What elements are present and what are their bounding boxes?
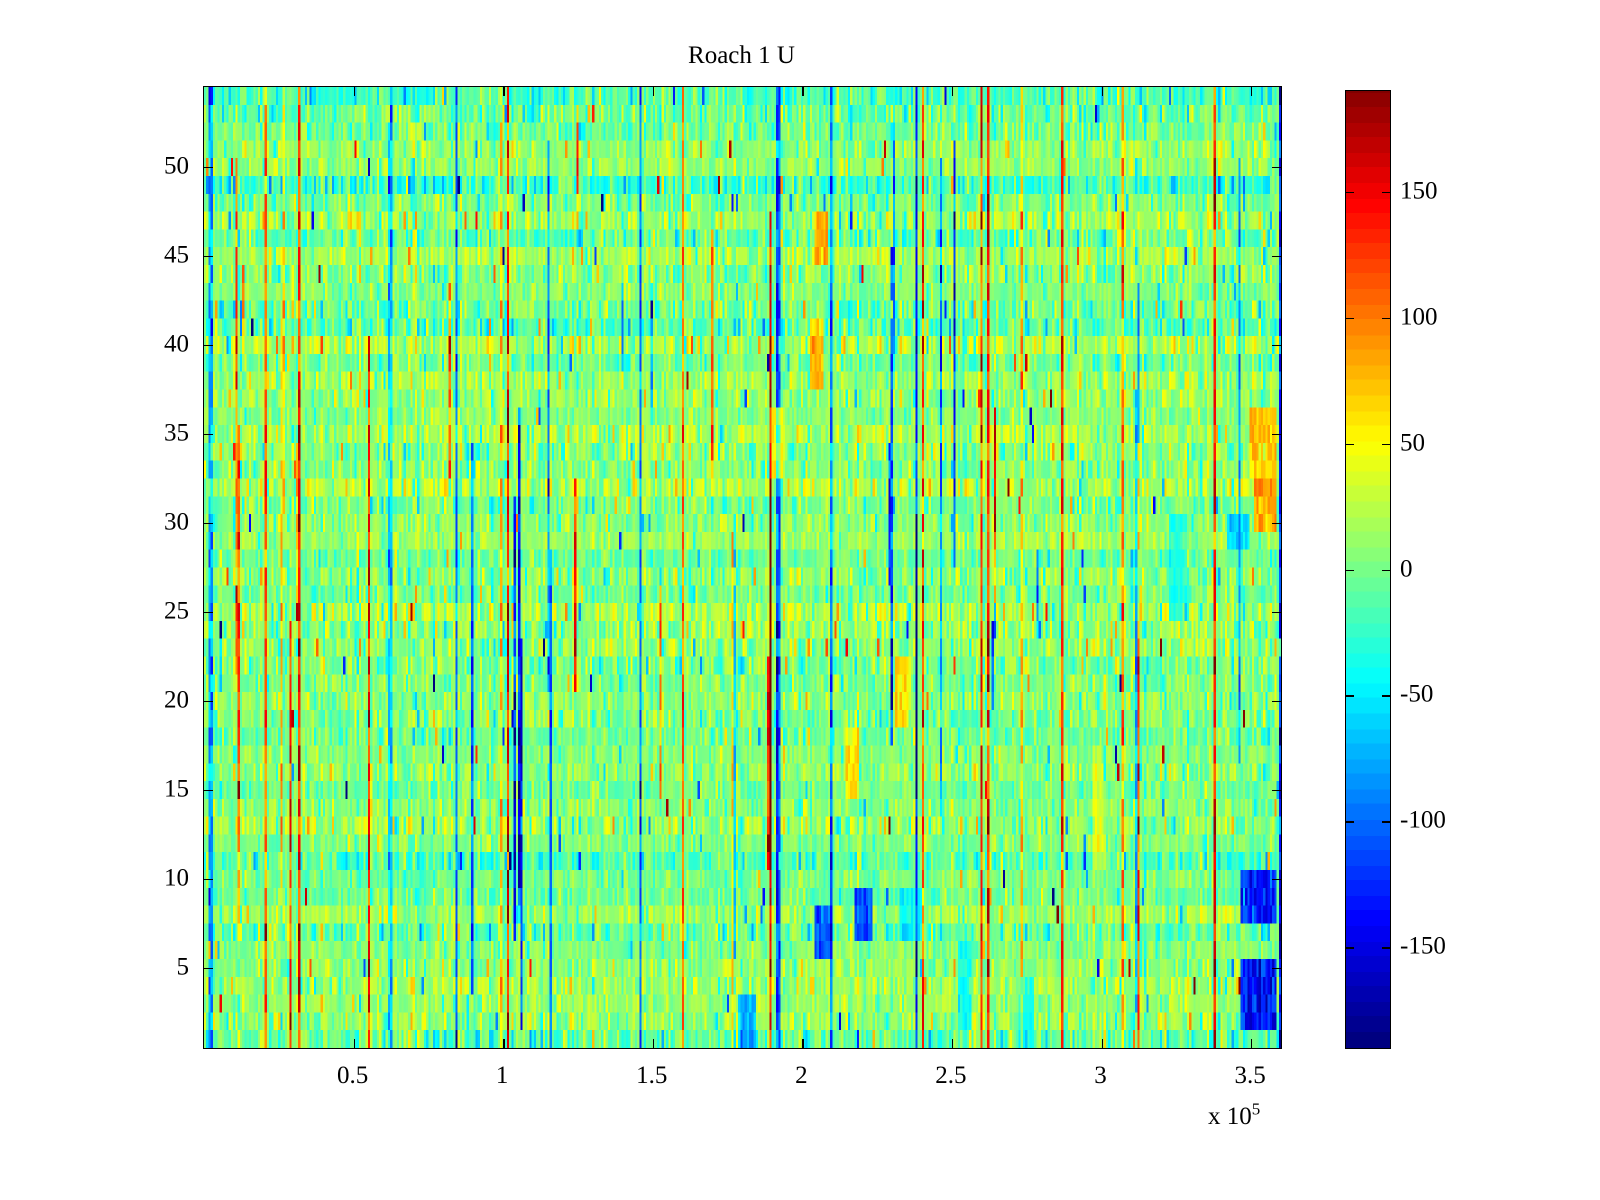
y-tick-mark (204, 345, 213, 347)
x-tick-mark (353, 1039, 355, 1048)
colorbar-tick-mark-right (1382, 947, 1390, 949)
y-tick-mark-right (1272, 523, 1281, 525)
x-tick-mark-top (802, 87, 804, 96)
colorbar-tick-mark (1346, 821, 1354, 823)
y-tick-label: 40 (164, 330, 189, 358)
colorbar-tick-label: 100 (1400, 303, 1438, 331)
colorbar-tick-label: 0 (1400, 555, 1413, 582)
y-tick-mark-right (1272, 700, 1281, 703)
y-tick-label: 45 (164, 241, 189, 269)
x-tick-label: 0.5 (336, 1062, 369, 1089)
y-tick-mark-right (1272, 345, 1281, 347)
colorbar-tick-label: 50 (1400, 429, 1425, 457)
y-tick-mark-right (1272, 611, 1281, 614)
y-tick-mark-right (1272, 789, 1281, 792)
colorbar-tick-label: -150 (1400, 932, 1446, 960)
y-tick-label: 10 (164, 864, 189, 892)
colorbar-tick-mark-right (1382, 191, 1390, 194)
x-tick-label: 2 (795, 1062, 808, 1089)
y-tick-mark (204, 256, 213, 258)
x-tick-mark (1101, 1039, 1103, 1048)
y-tick-mark (204, 434, 213, 436)
colorbar-tick-mark (1346, 443, 1354, 445)
x-tick-mark (503, 1039, 505, 1048)
y-tick-mark (204, 167, 213, 169)
x-tick-mark-top (1251, 87, 1253, 96)
colorbar[interactable] (1345, 90, 1391, 1049)
y-tick-label: 50 (164, 152, 189, 180)
y-tick-label: 15 (164, 775, 189, 803)
colorbar-tick-mark (1346, 569, 1354, 571)
colorbar-tick-mark-right (1382, 443, 1390, 445)
colorbar-tick-mark-right (1382, 821, 1390, 823)
y-tick-mark-right (1272, 878, 1281, 881)
exponent-power: 5 (1251, 1099, 1261, 1119)
colorbar-tick-mark-right (1382, 317, 1390, 320)
y-tick-label: 5 (176, 953, 190, 981)
y-tick-mark-right (1272, 167, 1281, 169)
y-tick-mark-right (1272, 434, 1281, 436)
x-tick-mark-top (652, 87, 655, 96)
x-tick-mark (802, 1039, 804, 1048)
y-tick-mark (204, 523, 213, 525)
colorbar-tick-label: -50 (1400, 680, 1434, 708)
y-tick-mark (204, 967, 213, 970)
y-tick-label: 35 (164, 419, 189, 447)
colorbar-tick-mark (1346, 317, 1354, 320)
x-tick-mark (1251, 1039, 1253, 1048)
exponent-prefix: x 10 (1208, 1103, 1252, 1130)
colorbar-tick-mark-right (1382, 695, 1390, 697)
y-tick-mark-right (1272, 256, 1281, 258)
x-axis-exponent-label: x 105 (1208, 1101, 1260, 1130)
x-tick-label: 2.5 (935, 1062, 967, 1089)
y-tick-mark (204, 878, 213, 881)
x-tick-label: 1 (495, 1062, 509, 1089)
colorbar-tick-label: -100 (1400, 806, 1446, 834)
y-tick-label: 25 (164, 597, 189, 625)
x-tick-mark-top (1101, 87, 1103, 96)
colorbar-tick-mark (1346, 695, 1354, 697)
heatmap-image (204, 87, 1281, 1048)
x-tick-label: 3 (1094, 1062, 1107, 1089)
y-tick-label: 20 (164, 686, 189, 714)
y-tick-label: 30 (164, 508, 189, 536)
y-tick-mark (204, 700, 213, 703)
colorbar-tick-mark (1346, 947, 1354, 949)
y-tick-mark (204, 789, 213, 792)
x-tick-mark (951, 1039, 954, 1048)
x-tick-label: 1.5 (636, 1062, 668, 1089)
x-tick-mark-top (951, 87, 954, 96)
colorbar-tick-label: 150 (1400, 177, 1438, 205)
heatmap-axes[interactable] (203, 86, 1282, 1049)
x-tick-label: 3.5 (1234, 1062, 1266, 1089)
page-title: Roach 1 U (688, 42, 795, 69)
y-tick-mark (204, 611, 213, 614)
colorbar-tick-mark-right (1382, 569, 1390, 571)
y-tick-mark-right (1272, 967, 1281, 970)
x-tick-mark (652, 1039, 655, 1048)
x-tick-mark-top (353, 87, 355, 96)
colorbar-tick-mark (1346, 191, 1354, 194)
x-tick-mark-top (503, 87, 505, 96)
